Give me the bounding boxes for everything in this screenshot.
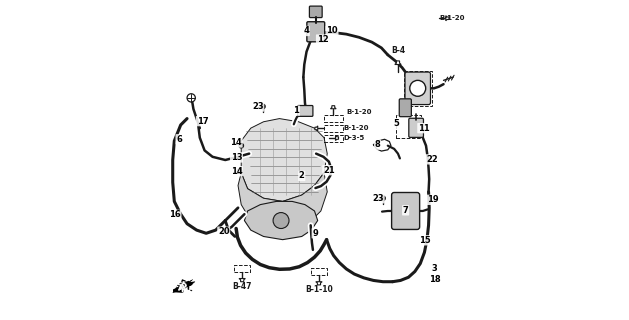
Text: 14: 14 <box>230 138 242 147</box>
Bar <box>234 265 250 271</box>
Text: 12: 12 <box>316 35 328 44</box>
Circle shape <box>273 212 289 228</box>
Polygon shape <box>239 278 245 282</box>
Polygon shape <box>316 282 322 285</box>
FancyBboxPatch shape <box>298 106 313 116</box>
Polygon shape <box>241 119 327 201</box>
Text: 15: 15 <box>418 236 430 245</box>
Circle shape <box>237 169 242 173</box>
Text: 14: 14 <box>231 167 242 176</box>
Text: 16: 16 <box>169 210 181 219</box>
Polygon shape <box>330 106 336 109</box>
Text: 3: 3 <box>431 264 437 274</box>
Bar <box>396 116 421 138</box>
Circle shape <box>381 196 385 200</box>
Text: B-4: B-4 <box>391 46 405 55</box>
Bar <box>324 116 343 123</box>
Polygon shape <box>245 201 318 240</box>
Text: 7: 7 <box>403 206 408 215</box>
Text: 1: 1 <box>293 106 299 115</box>
Text: B-1-20: B-1-20 <box>344 125 369 132</box>
Polygon shape <box>335 135 338 140</box>
Text: 10: 10 <box>326 27 338 36</box>
Text: B-1-20: B-1-20 <box>440 15 465 21</box>
Text: 9: 9 <box>312 229 318 238</box>
Bar <box>324 125 343 132</box>
FancyBboxPatch shape <box>405 72 430 105</box>
Text: 8: 8 <box>375 140 381 149</box>
Polygon shape <box>315 126 318 131</box>
Text: B-47: B-47 <box>233 282 252 291</box>
FancyBboxPatch shape <box>399 99 411 117</box>
Text: D-3-5: D-3-5 <box>344 135 365 141</box>
Text: 6: 6 <box>176 135 182 144</box>
Text: 17: 17 <box>196 116 208 126</box>
Text: 20: 20 <box>218 227 230 236</box>
Text: B-1-20: B-1-20 <box>347 109 372 115</box>
Polygon shape <box>395 61 401 65</box>
Text: 4: 4 <box>303 27 309 36</box>
FancyBboxPatch shape <box>392 193 420 229</box>
Bar <box>324 134 343 141</box>
Circle shape <box>187 94 196 102</box>
Text: FR.: FR. <box>171 280 192 296</box>
Circle shape <box>260 104 265 109</box>
Text: 22: 22 <box>426 155 438 164</box>
Text: 19: 19 <box>426 195 438 204</box>
Text: 23: 23 <box>372 194 384 203</box>
Text: B-1-10: B-1-10 <box>305 285 333 294</box>
Text: 21: 21 <box>323 166 335 175</box>
Text: 18: 18 <box>429 275 441 284</box>
Text: FR.: FR. <box>176 279 195 294</box>
Polygon shape <box>173 279 195 293</box>
Text: FR.: FR. <box>170 281 189 296</box>
Text: 13: 13 <box>231 153 242 162</box>
FancyBboxPatch shape <box>309 6 322 18</box>
Polygon shape <box>446 16 449 21</box>
Text: 11: 11 <box>418 124 430 132</box>
Text: 2: 2 <box>299 172 304 180</box>
FancyBboxPatch shape <box>409 118 423 137</box>
Circle shape <box>239 143 243 148</box>
Bar <box>311 268 327 275</box>
FancyBboxPatch shape <box>307 22 325 42</box>
Polygon shape <box>174 281 190 291</box>
Bar <box>404 71 432 106</box>
Text: 5: 5 <box>394 119 399 128</box>
Text: 23: 23 <box>252 102 264 111</box>
Circle shape <box>409 80 426 96</box>
Polygon shape <box>238 173 327 230</box>
